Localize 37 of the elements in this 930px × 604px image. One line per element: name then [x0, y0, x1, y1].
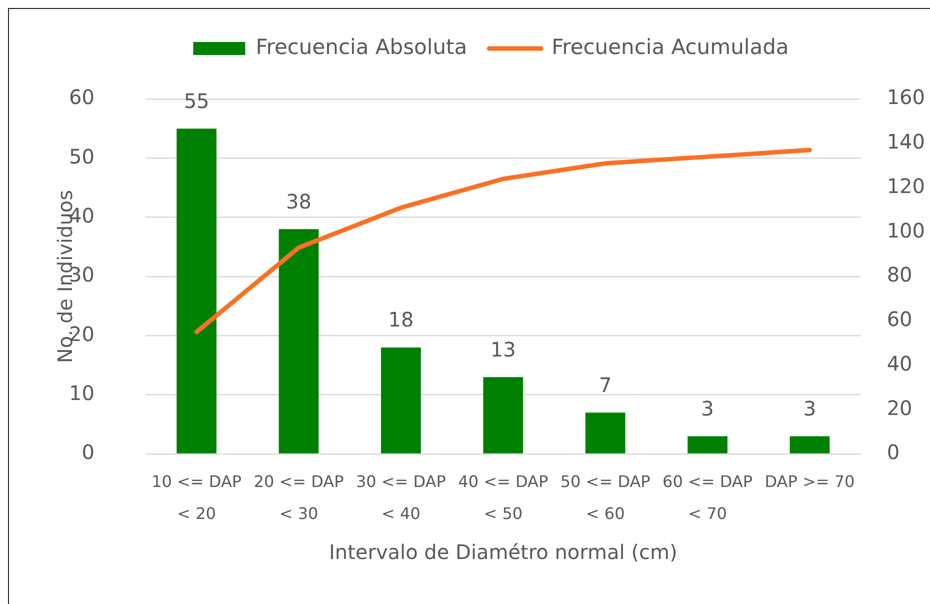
legend-label: Frecuencia Acumulada	[552, 34, 789, 59]
y2-tick-label: 80	[886, 262, 912, 287]
legend-label: Frecuencia Absoluta	[256, 34, 468, 59]
y2-tick-label: 60	[886, 307, 912, 332]
bar	[381, 348, 421, 454]
data-label: 18	[388, 308, 414, 332]
y2-tick-label: 20	[886, 396, 912, 420]
x-axis-title: Intervalo de Diamétro normal (cm)	[328, 540, 678, 564]
bar	[176, 128, 216, 454]
y-tick-label: 10	[68, 381, 94, 406]
x-tick-label: 60 <= DAP < 70	[662, 472, 753, 524]
data-label: 3	[803, 396, 816, 420]
data-label: 55	[184, 88, 210, 113]
y-tick-label: 0	[82, 440, 94, 464]
bar	[790, 436, 830, 454]
y-tick-label: 60	[68, 85, 94, 110]
x-tick-label: 30 <= DAP < 40	[356, 472, 446, 524]
data-label: 13	[490, 337, 516, 362]
bar	[483, 377, 524, 454]
y2-tick-label: 100	[886, 218, 926, 242]
bar	[585, 412, 626, 454]
y2-tick-label: 0	[886, 440, 900, 464]
y2-tick-label: 40	[886, 351, 912, 376]
data-label: 7	[598, 372, 612, 397]
y2-tick-label: 160	[886, 85, 926, 110]
bar	[278, 229, 319, 454]
bar	[688, 436, 728, 454]
y2-tick-label: 140	[886, 130, 926, 154]
x-tick-label: 10 <= DAP < 20	[152, 472, 242, 524]
x-tick-label: 20 <= DAP < 30	[254, 472, 344, 524]
data-label: 38	[286, 189, 312, 214]
x-tick-label: DAP >= 70	[764, 472, 855, 492]
y-tick-label: 50	[68, 144, 94, 168]
data-label: 3	[701, 396, 714, 420]
y2-tick-label: 120	[886, 174, 926, 198]
x-tick-label: 40 <= DAP < 50	[458, 472, 548, 524]
x-tick-label: 50 <= DAP < 60	[560, 472, 651, 524]
